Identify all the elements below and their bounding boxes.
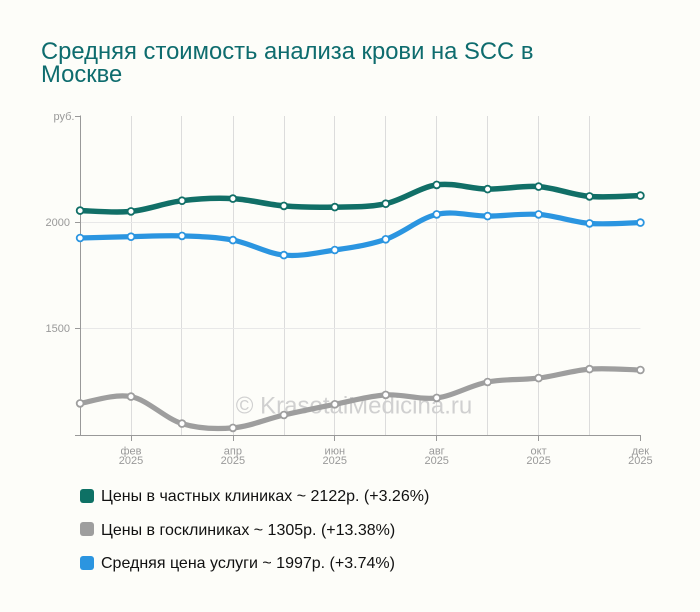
svg-text:окт: окт bbox=[531, 446, 547, 458]
svg-text:2000: 2000 bbox=[46, 217, 70, 229]
svg-text:2025: 2025 bbox=[221, 455, 245, 467]
svg-text:1500: 1500 bbox=[46, 323, 70, 335]
svg-text:2025: 2025 bbox=[628, 455, 652, 467]
svg-text:июн: июн bbox=[325, 446, 345, 458]
svg-text:апр: апр bbox=[224, 446, 242, 458]
svg-text:2025: 2025 bbox=[323, 455, 347, 467]
svg-text:2025: 2025 bbox=[526, 455, 550, 467]
svg-text:руб.: руб. bbox=[54, 111, 75, 123]
svg-text:дек: дек bbox=[632, 446, 650, 458]
svg-text:авг: авг bbox=[429, 446, 445, 458]
svg-text:2025: 2025 bbox=[424, 455, 448, 467]
svg-text:фев: фев bbox=[120, 446, 141, 458]
svg-text:2025: 2025 bbox=[119, 455, 143, 467]
